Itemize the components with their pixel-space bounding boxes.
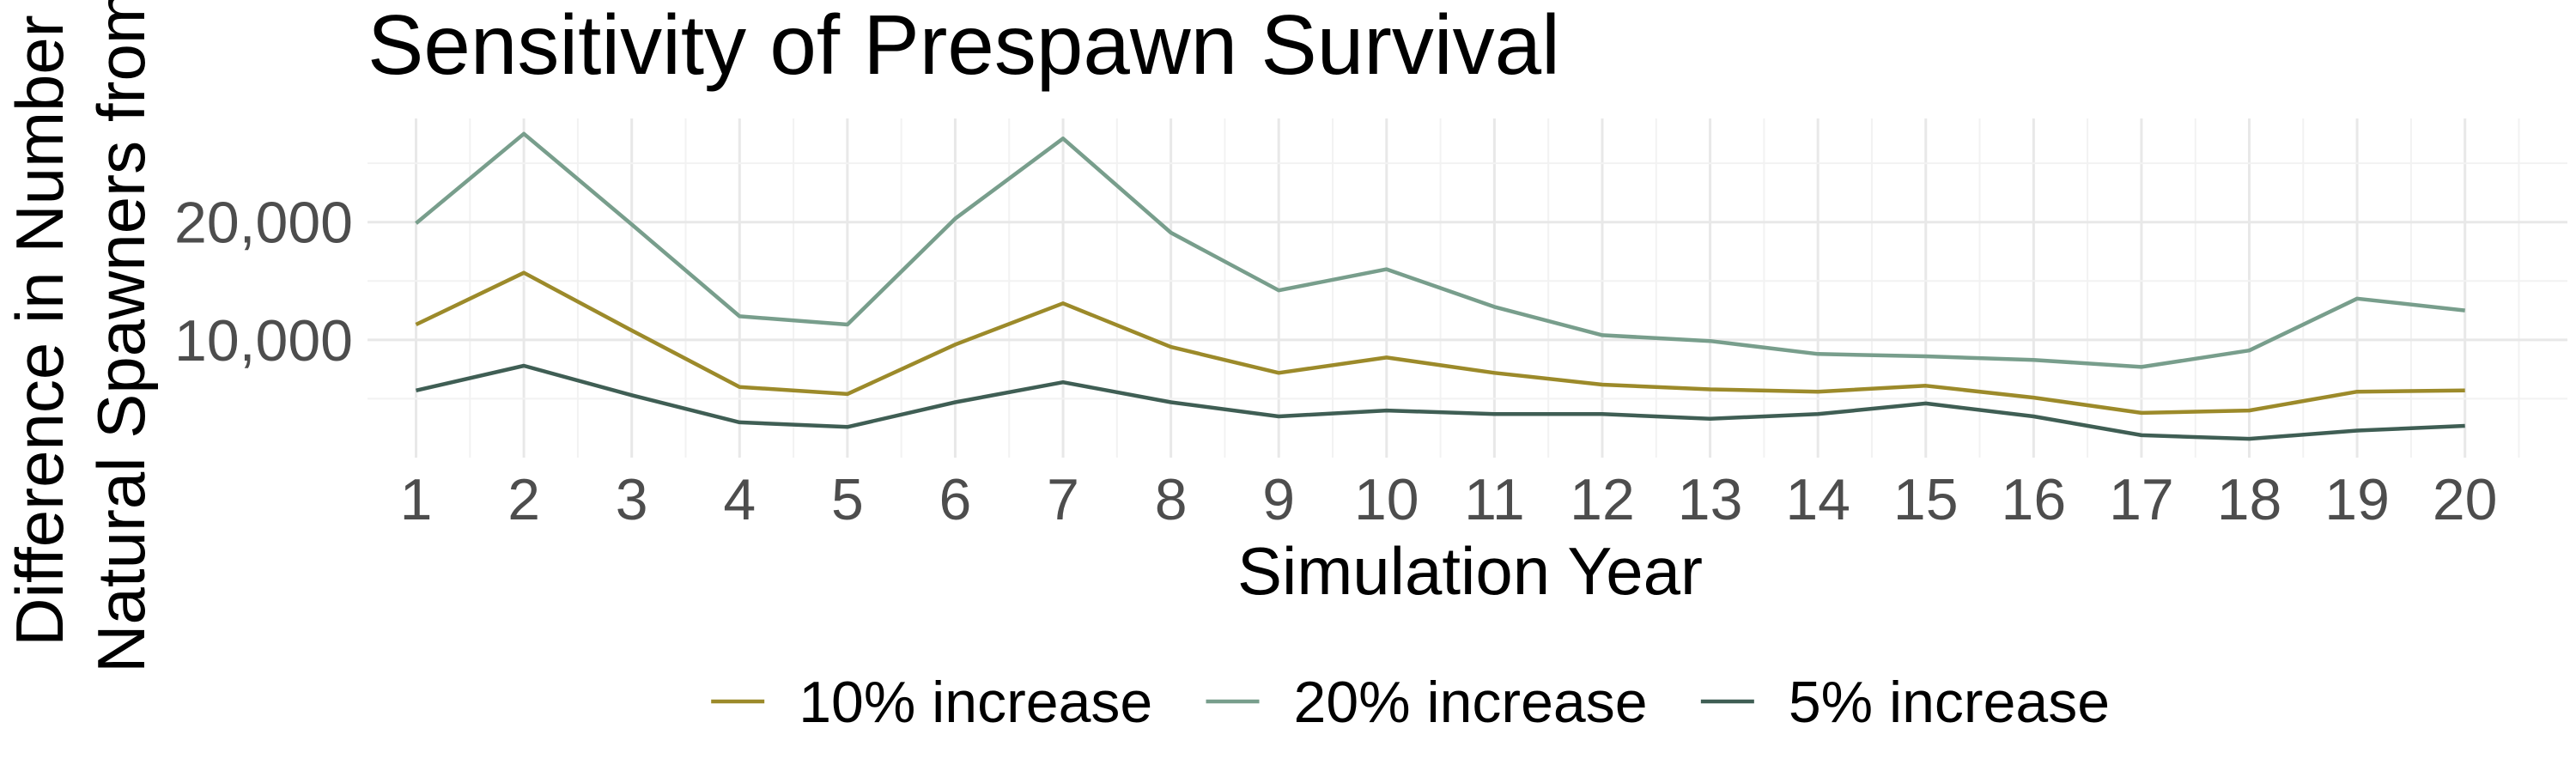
x-tick-label: 5 [831, 467, 864, 532]
data-point [1600, 333, 1604, 337]
data-point [1816, 412, 1820, 416]
data-point [2247, 349, 2251, 353]
data-point [522, 364, 526, 368]
data-point [2355, 390, 2360, 394]
x-tick-label: 11 [1464, 467, 1525, 532]
data-point [1923, 384, 1928, 388]
data-point [414, 222, 418, 226]
data-point [414, 323, 418, 327]
data-point [1384, 267, 1388, 271]
data-point [2355, 428, 2360, 433]
data-point [2139, 410, 2143, 415]
data-point [2463, 388, 2467, 392]
data-point [953, 216, 957, 221]
data-point [1061, 137, 1066, 141]
data-point [1816, 352, 1820, 356]
data-point [1169, 400, 1173, 404]
y-axis-label-line-2: Natural Spawners from [83, 0, 159, 673]
data-point [2032, 358, 2036, 362]
series-line-1 [415, 270, 2465, 416]
data-point [2139, 365, 2143, 369]
data-point [522, 270, 526, 275]
x-tick-label: 20 [2433, 467, 2498, 532]
x-tick-label: 12 [1570, 467, 1635, 532]
data-point [1277, 414, 1281, 418]
data-point [629, 328, 634, 332]
x-tick-label: 10 [1354, 467, 1419, 532]
x-tick-label: 19 [2324, 467, 2390, 532]
x-tick-label: 6 [939, 467, 972, 532]
x-tick-label: 2 [507, 467, 540, 532]
x-tick-label: 15 [1893, 467, 1959, 532]
data-point [1492, 412, 1497, 416]
data-point [2032, 414, 2036, 418]
data-point [522, 131, 526, 136]
y-tick-label: 10,000 [174, 308, 353, 373]
data-point [1277, 288, 1281, 293]
data-point [1492, 305, 1497, 309]
data-point [1169, 231, 1173, 235]
data-point [1061, 380, 1066, 385]
data-point [738, 420, 742, 424]
data-point [1384, 409, 1388, 413]
x-axis-ticks: 1 2 3 4 5 6 7 8 9 10 11 12 13 14 15 16 17 18 19 20 [400, 467, 2498, 532]
data-point [1492, 371, 1497, 375]
x-tick-label: 14 [1785, 467, 1850, 532]
x-tick-label: 1 [400, 467, 433, 532]
data-point [2247, 409, 2251, 413]
data-point [2463, 308, 2467, 313]
x-tick-label: 9 [1262, 467, 1295, 532]
x-tick-label: 3 [616, 467, 648, 532]
data-point [2139, 433, 2143, 437]
data-point [1061, 301, 1066, 306]
series-lines [414, 131, 2467, 441]
x-tick-label: 7 [1047, 467, 1079, 532]
x-tick-label: 17 [2109, 467, 2174, 532]
data-point [1816, 390, 1820, 394]
chart-title: Sensitivity of Prespawn Survival [368, 0, 1560, 92]
data-point [629, 393, 634, 398]
data-point [1169, 345, 1173, 349]
data-point [1708, 387, 1712, 392]
x-axis-label: Simulation Year [1237, 533, 1703, 609]
x-tick-label: 4 [723, 467, 756, 532]
gridlines [368, 118, 2567, 458]
data-point [2463, 423, 2467, 428]
data-point [2247, 437, 2251, 441]
data-point [1600, 382, 1604, 386]
data-point [738, 385, 742, 389]
data-point [1708, 416, 1712, 421]
data-point [1384, 355, 1388, 360]
data-point [2355, 296, 2360, 300]
data-point [1923, 401, 1928, 405]
x-tick-label: 18 [2217, 467, 2282, 532]
data-point [845, 323, 849, 327]
x-tick-label: 8 [1155, 467, 1188, 532]
data-point [629, 222, 634, 227]
data-point [738, 314, 742, 319]
data-point [414, 388, 418, 392]
x-tick-label: 13 [1678, 467, 1743, 532]
y-axis-ticks: 10,000 20,000 [174, 191, 353, 373]
data-point [1600, 412, 1604, 416]
legend-label-2: 20% increase [1294, 670, 1648, 735]
data-point [953, 400, 957, 404]
data-point [953, 343, 957, 347]
series-line-2 [415, 131, 2465, 369]
data-point [1277, 371, 1281, 375]
data-point [1708, 339, 1712, 343]
y-tick-label: 20,000 [174, 191, 353, 256]
data-point [2032, 396, 2036, 400]
data-point [845, 392, 849, 396]
data-point [1923, 355, 1928, 359]
x-tick-label: 16 [2002, 467, 2067, 532]
legend-label-1: 10% increase [799, 670, 1152, 735]
legend: 10% increase 20% increase 5% increase [711, 670, 2110, 735]
data-point [845, 425, 849, 429]
series-line-3 [415, 363, 2465, 441]
legend-label-3: 5% increase [1789, 670, 2110, 735]
y-axis-label-line-1: Difference in Number [2, 15, 77, 646]
